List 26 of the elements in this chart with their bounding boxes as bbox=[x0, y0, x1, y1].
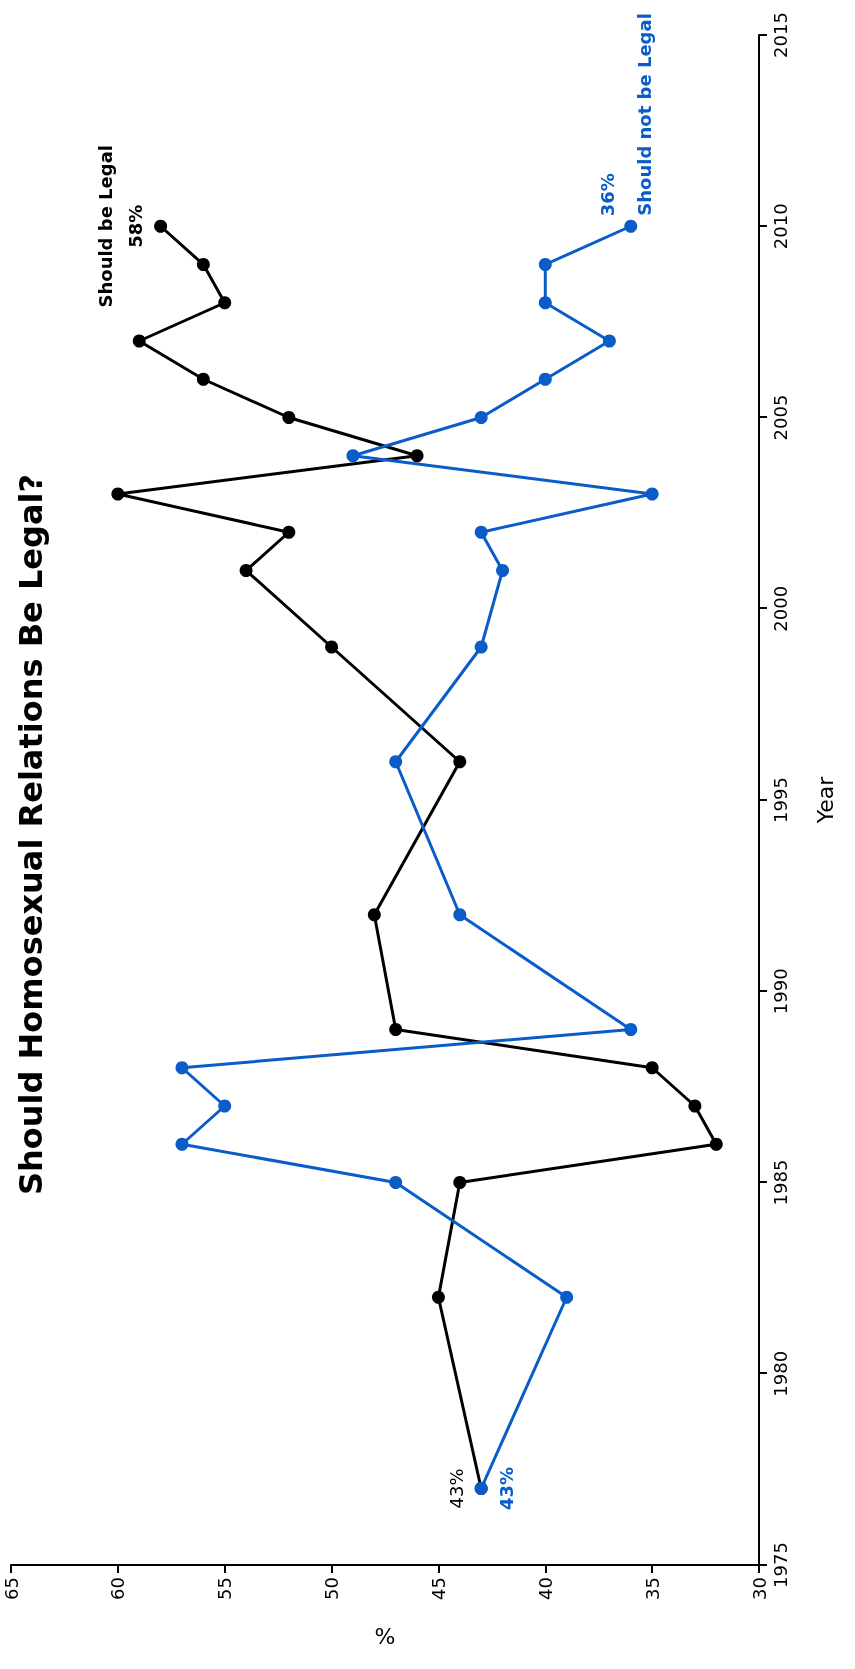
y-tick-label: 2010 bbox=[769, 203, 791, 250]
x-tick-label: 30 bbox=[748, 1577, 770, 1600]
y-tick-label: 2000 bbox=[769, 585, 791, 632]
x-tick-label: 65 bbox=[0, 1577, 22, 1600]
y-tick-label: 1980 bbox=[769, 1350, 791, 1397]
y-axis-title: Year bbox=[812, 775, 838, 825]
annotation: 36% bbox=[597, 173, 619, 217]
x-tick-label: 45 bbox=[427, 1577, 449, 1600]
x-tick-label: 40 bbox=[534, 1577, 556, 1600]
y-tick-label: 2015 bbox=[769, 12, 791, 58]
annotation: 43% bbox=[445, 1468, 467, 1509]
y-tick-label: 1975 bbox=[769, 1542, 791, 1588]
x-tick-label: 35 bbox=[641, 1577, 663, 1600]
x-tick-label: 50 bbox=[321, 1577, 343, 1600]
annotation: 43% bbox=[495, 1466, 517, 1511]
annotation: 58% bbox=[125, 204, 147, 248]
y-tick-label: 1985 bbox=[769, 1159, 791, 1206]
x-axis-title: % bbox=[374, 1623, 396, 1649]
text: Should be Legal bbox=[94, 144, 116, 308]
text: Should Homosexual Relations Be Legal? bbox=[12, 473, 50, 1196]
y-tick-label: 1995 bbox=[769, 777, 791, 823]
x-tick-label: 60 bbox=[107, 1577, 129, 1600]
y-tick-label: 2005 bbox=[769, 394, 791, 441]
y-tick-label: 1990 bbox=[769, 968, 791, 1015]
text: Should not be Legal bbox=[634, 13, 656, 216]
x-tick-label: 55 bbox=[214, 1577, 236, 1600]
